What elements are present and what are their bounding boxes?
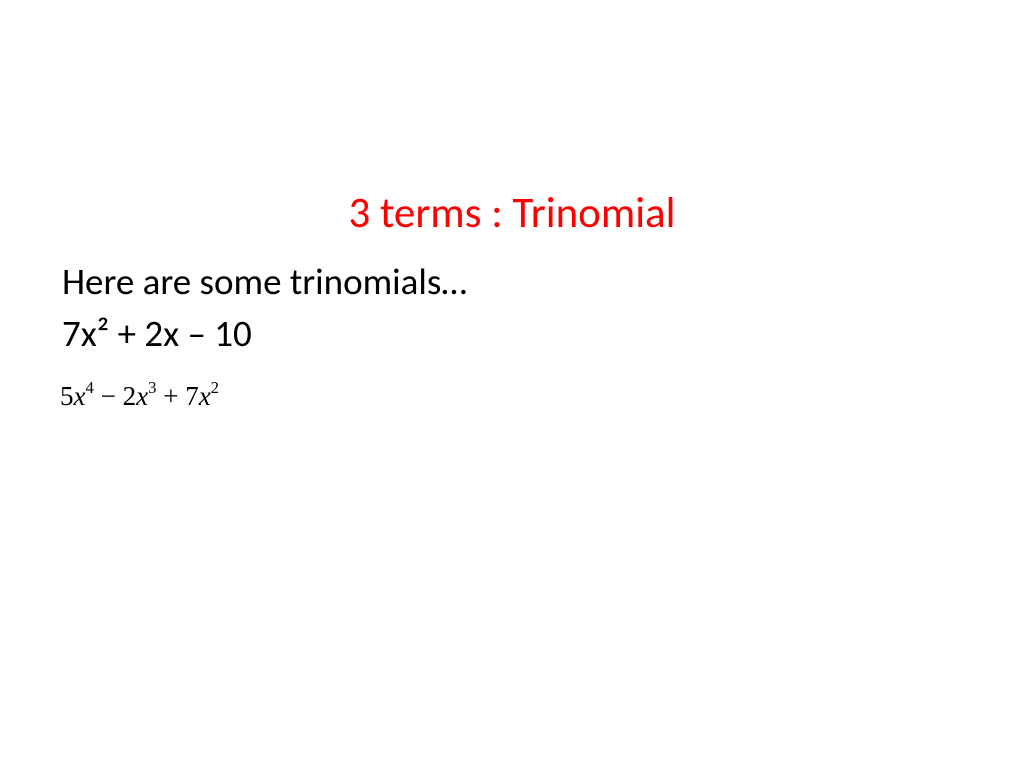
- equation: 5x4 − 2x3 + 7x2: [60, 380, 219, 412]
- eq-term-3-exp: 2: [211, 378, 219, 397]
- eq-term-3-var: x: [199, 381, 211, 411]
- eq-term-3-sign: +: [156, 381, 185, 411]
- eq-term-3-coeff: 7: [185, 381, 199, 411]
- body-line-1: Here are some trinomials…: [62, 258, 467, 306]
- slide-title: 3 terms : Trinomial: [0, 186, 1024, 239]
- eq-term-2-var: x: [136, 381, 148, 411]
- eq-term-1-var: x: [74, 381, 86, 411]
- eq-term-2-sign: −: [94, 381, 123, 411]
- eq-term-1-coeff: 5: [60, 381, 74, 411]
- slide: 3 terms : Trinomial Here are some trinom…: [0, 0, 1024, 768]
- slide-body: Here are some trinomials… 7x² + 2x – 10: [62, 258, 467, 362]
- eq-term-2-exp: 3: [148, 378, 156, 397]
- eq-term-1-exp: 4: [85, 378, 93, 397]
- body-line-2: 7x² + 2x – 10: [62, 310, 467, 358]
- eq-term-2-coeff: 2: [123, 381, 137, 411]
